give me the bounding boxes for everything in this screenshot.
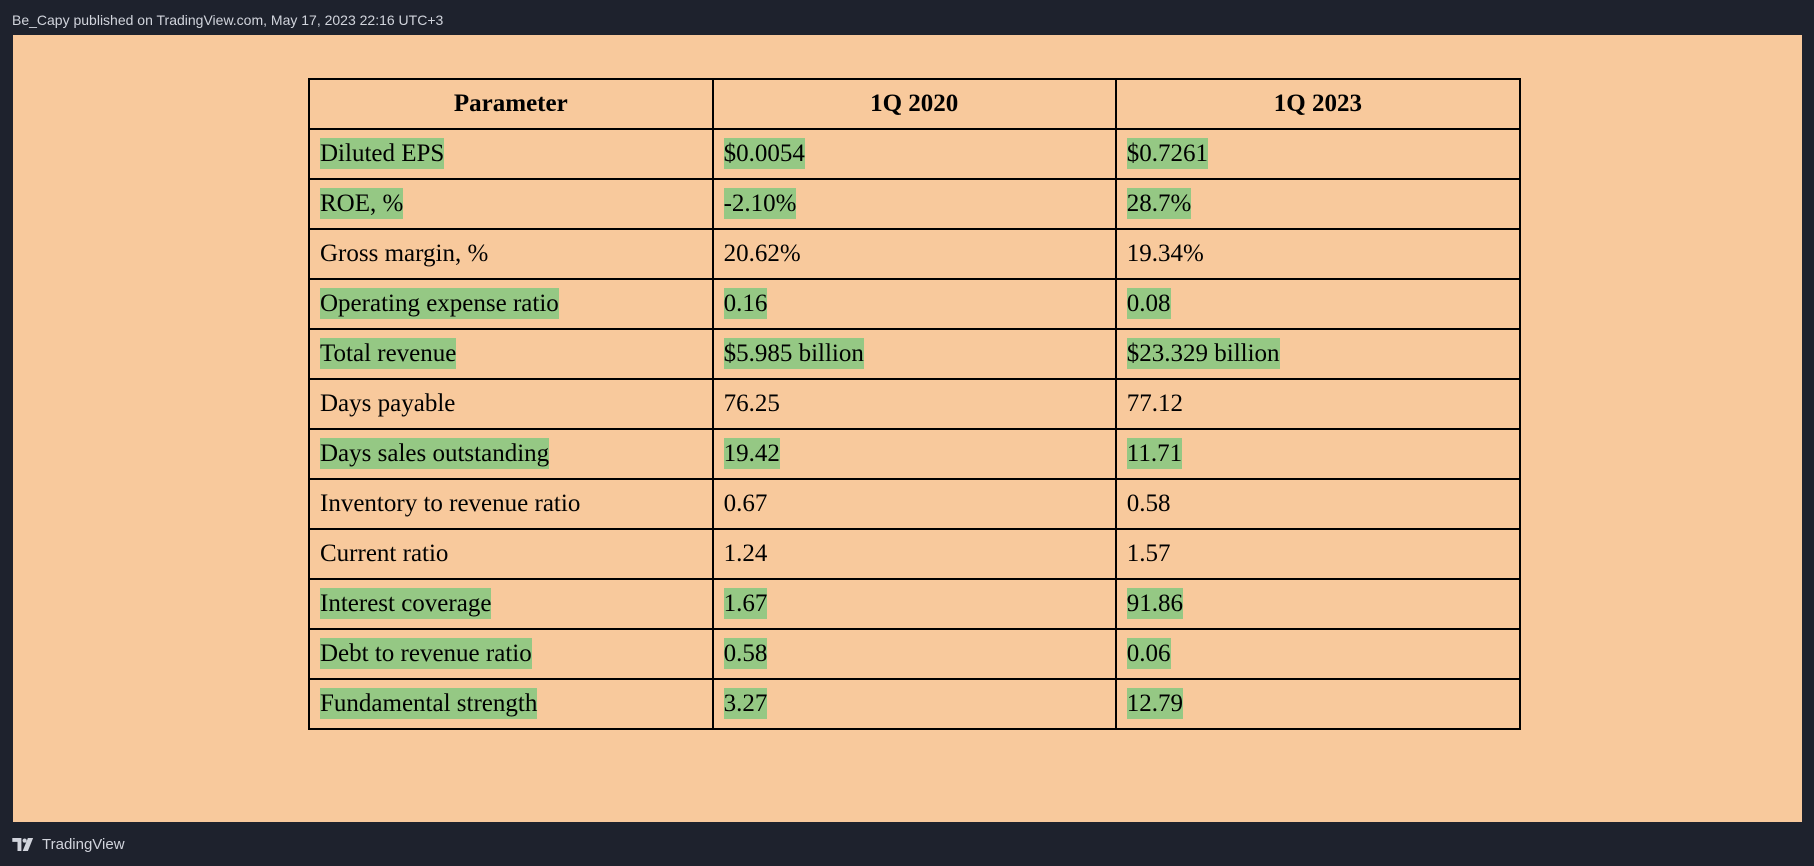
table-cell: Fundamental strength bbox=[308, 678, 714, 730]
table-cell: -2.10% bbox=[711, 178, 1117, 230]
value-label: 76.25 bbox=[723, 390, 780, 417]
table-cell: 0.06 bbox=[1114, 628, 1522, 680]
parameter-label: ROE, % bbox=[320, 188, 404, 219]
table-cell: $23.329 billion bbox=[1114, 328, 1522, 380]
parameter-label: Diluted EPS bbox=[320, 138, 445, 169]
column-header-1q-2020: 1Q 2020 bbox=[711, 78, 1117, 130]
table-row: Total revenue $5.985 billion $23.329 billi… bbox=[308, 328, 1522, 380]
parameter-label: Current ratio bbox=[320, 540, 449, 567]
table-cell: 0.58 bbox=[1114, 478, 1522, 530]
table-cell: Days sales outstanding bbox=[308, 428, 714, 480]
value-label: $23.329 billion bbox=[1126, 338, 1280, 369]
table-row: Fundamental strength 3.27 12.79 bbox=[308, 678, 1522, 730]
table-cell: 1.24 bbox=[711, 528, 1117, 580]
publish-info: Be_Capy published on TradingView.com, Ma… bbox=[12, 12, 444, 28]
table-body: Diluted EPS $0.0054 $0.7261 ROE, % -2.10% 28.… bbox=[308, 128, 1522, 730]
value-label: 20.62% bbox=[723, 240, 801, 267]
table-cell: $0.0054 bbox=[711, 128, 1117, 180]
value-label: 77.12 bbox=[1126, 390, 1183, 417]
table-cell: 76.25 bbox=[711, 378, 1117, 430]
brand-label: TradingView bbox=[42, 835, 125, 853]
parameter-label: Days sales outstanding bbox=[320, 438, 550, 469]
table-cell: 91.86 bbox=[1114, 578, 1522, 630]
table-row: Gross margin, % 20.62% 19.34% bbox=[308, 228, 1522, 280]
table-cell: 3.27 bbox=[711, 678, 1117, 730]
table-cell: Inventory to revenue ratio bbox=[308, 478, 714, 530]
table-cell: $0.7261 bbox=[1114, 128, 1522, 180]
table-cell: 77.12 bbox=[1114, 378, 1522, 430]
table-row: Diluted EPS $0.0054 $0.7261 bbox=[308, 128, 1522, 180]
value-label: 0.67 bbox=[723, 490, 768, 517]
footer-brand[interactable]: TradingView bbox=[12, 834, 125, 854]
table-cell: 0.08 bbox=[1114, 278, 1522, 330]
parameter-label: Debt to revenue ratio bbox=[320, 638, 532, 669]
table-cell: 11.71 bbox=[1114, 428, 1522, 480]
value-label: 12.79 bbox=[1126, 688, 1183, 719]
table-cell: ROE, % bbox=[308, 178, 714, 230]
table-cell: 1.67 bbox=[711, 578, 1117, 630]
comparison-table: Parameter 1Q 2020 1Q 2023 Diluted EPS $0.… bbox=[308, 78, 1522, 730]
table-row: ROE, % -2.10% 28.7% bbox=[308, 178, 1522, 230]
table-row: Inventory to revenue ratio 0.67 0.58 bbox=[308, 478, 1522, 530]
value-label: 1.24 bbox=[723, 540, 768, 567]
parameter-label: Inventory to revenue ratio bbox=[320, 490, 581, 517]
table-row: Current ratio 1.24 1.57 bbox=[308, 528, 1522, 580]
value-label: 19.42 bbox=[723, 438, 780, 469]
table-row: Days sales outstanding 19.42 11.71 bbox=[308, 428, 1522, 480]
table-row: Operating expense ratio 0.16 0.08 bbox=[308, 278, 1522, 330]
value-label: $0.0054 bbox=[723, 138, 805, 169]
value-label: $0.7261 bbox=[1126, 138, 1208, 169]
value-label: $5.985 billion bbox=[723, 338, 864, 369]
chart-canvas: Parameter 1Q 2020 1Q 2023 Diluted EPS $0.… bbox=[13, 35, 1802, 822]
value-label: -2.10% bbox=[723, 188, 797, 219]
value-label: 0.58 bbox=[1126, 490, 1171, 517]
parameter-label: Total revenue bbox=[320, 338, 457, 369]
tradingview-logo-icon bbox=[12, 837, 36, 851]
value-label: 28.7% bbox=[1126, 188, 1192, 219]
table-cell: 19.34% bbox=[1114, 228, 1522, 280]
table-header-row: Parameter 1Q 2020 1Q 2023 bbox=[308, 78, 1522, 130]
table-row: Days payable 76.25 77.12 bbox=[308, 378, 1522, 430]
table-cell: Current ratio bbox=[308, 528, 714, 580]
value-label: 0.08 bbox=[1126, 288, 1171, 319]
table-cell: 0.16 bbox=[711, 278, 1117, 330]
value-label: 11.71 bbox=[1126, 438, 1183, 469]
value-label: 19.34% bbox=[1126, 240, 1204, 267]
table-cell: Debt to revenue ratio bbox=[308, 628, 714, 680]
parameter-label: Gross margin, % bbox=[320, 240, 489, 267]
table-cell: 0.67 bbox=[711, 478, 1117, 530]
parameter-label: Fundamental strength bbox=[320, 688, 538, 719]
table-cell: Diluted EPS bbox=[308, 128, 714, 180]
parameter-label: Interest coverage bbox=[320, 588, 492, 619]
table-cell: Gross margin, % bbox=[308, 228, 714, 280]
value-label: 0.58 bbox=[723, 638, 768, 669]
parameter-label: Days payable bbox=[320, 390, 456, 417]
table-cell: Total revenue bbox=[308, 328, 714, 380]
value-label: 1.57 bbox=[1126, 540, 1171, 567]
table-cell: $5.985 billion bbox=[711, 328, 1117, 380]
value-label: 3.27 bbox=[723, 688, 768, 719]
parameter-label: Operating expense ratio bbox=[320, 288, 559, 319]
table-cell: 19.42 bbox=[711, 428, 1117, 480]
table-cell: 28.7% bbox=[1114, 178, 1522, 230]
table-cell: 0.58 bbox=[711, 628, 1117, 680]
value-label: 1.67 bbox=[723, 588, 768, 619]
value-label: 0.16 bbox=[723, 288, 768, 319]
column-header-1q-2023: 1Q 2023 bbox=[1114, 78, 1522, 130]
table-cell: 20.62% bbox=[711, 228, 1117, 280]
value-label: 91.86 bbox=[1126, 588, 1183, 619]
table-cell: Operating expense ratio bbox=[308, 278, 714, 330]
table-cell: Interest coverage bbox=[308, 578, 714, 630]
table-cell: 12.79 bbox=[1114, 678, 1522, 730]
column-header-parameter: Parameter bbox=[308, 78, 714, 130]
table-cell: 1.57 bbox=[1114, 528, 1522, 580]
table-row: Debt to revenue ratio 0.58 0.06 bbox=[308, 628, 1522, 680]
value-label: 0.06 bbox=[1126, 638, 1171, 669]
table-row: Interest coverage 1.67 91.86 bbox=[308, 578, 1522, 630]
table-cell: Days payable bbox=[308, 378, 714, 430]
